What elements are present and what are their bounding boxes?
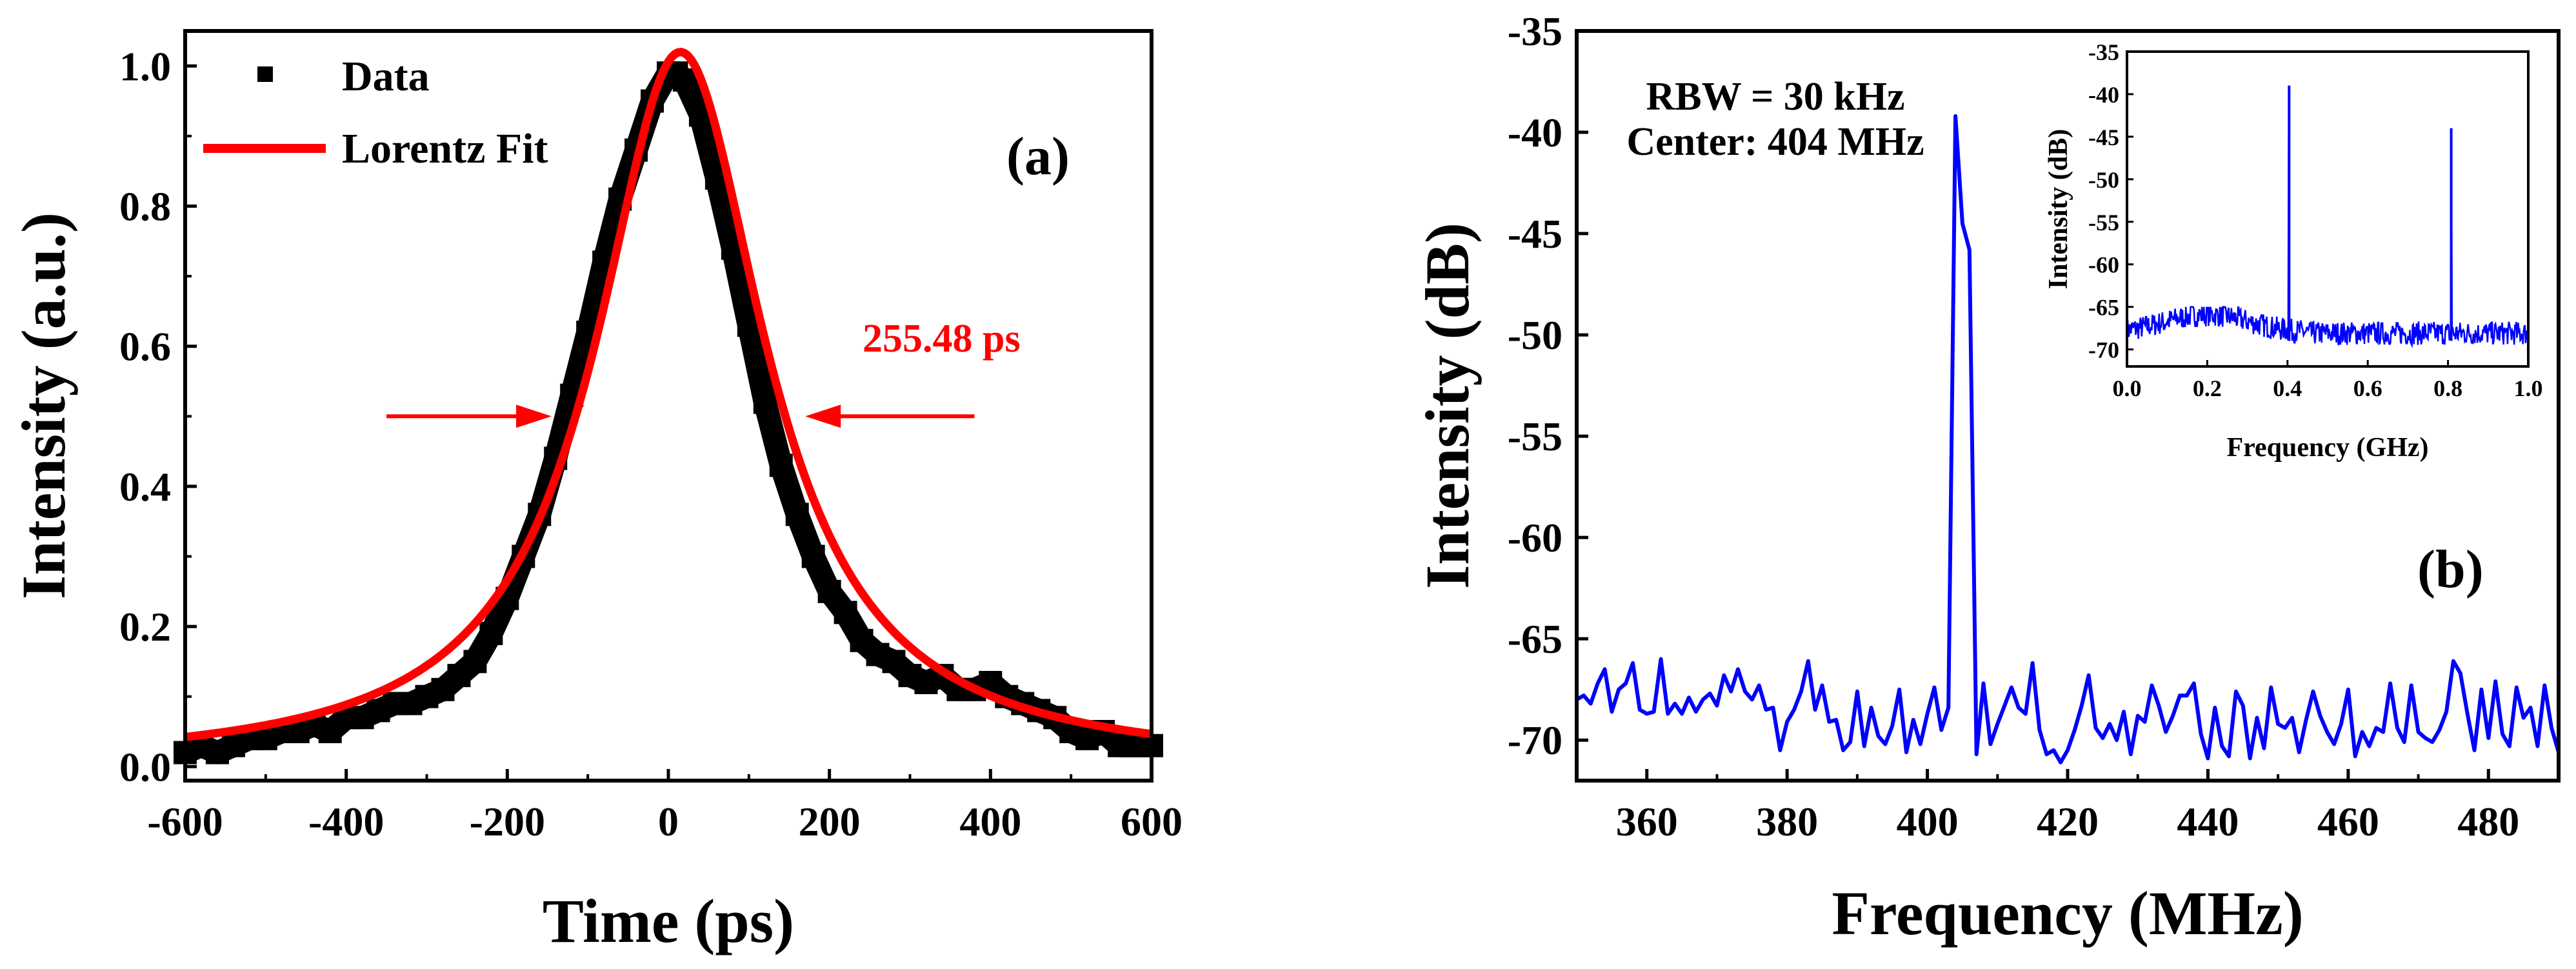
- inset-x-axis-title: Frequency (GHz): [2227, 433, 2429, 463]
- inset-x-tick-label: 0.6: [2353, 375, 2382, 401]
- data-point: [834, 601, 857, 624]
- inset-y-tick-label: -55: [2088, 210, 2119, 235]
- fwhm-annotation: 255.48 ps: [386, 317, 1021, 428]
- inset-y-axis-title: Intensity (dB): [2044, 129, 2073, 290]
- inset-plot-area: [2126, 85, 2530, 348]
- panel-b-x-axis-title: Frequency (MHz): [1832, 879, 2303, 948]
- panel-a-legend: Data Lorentz Fit: [203, 53, 548, 172]
- fwhm-label: 255.48 ps: [863, 317, 1021, 361]
- inset-y-tick-label: -35: [2088, 39, 2119, 65]
- inset-y-tick-label: -40: [2088, 82, 2119, 108]
- panel-a-x-axis-title: Time (ps): [543, 886, 794, 955]
- inset-spectrum-line: [2126, 85, 2530, 348]
- y-tick-label: -55: [1508, 414, 1563, 459]
- data-point: [801, 544, 825, 568]
- x-tick-label: 440: [2177, 799, 2239, 844]
- x-tick-label: 400: [959, 799, 1021, 844]
- legend-data-label: Data: [342, 53, 430, 100]
- panel-b-label: (b): [2417, 539, 2484, 599]
- inset-x-tick-label: 0.2: [2193, 375, 2222, 401]
- panel-a-y-axis-title: Intensity (a.u.): [9, 212, 78, 599]
- rbw-annotation: RBW = 30 kHz: [1646, 75, 1904, 119]
- inset-ticks: 0.0 0.2 0.4 0.6 0.8 1.0 -70 -65 -60 -55 -50 -45 -40 -…: [2088, 39, 2543, 401]
- y-tick-label: -60: [1508, 515, 1563, 561]
- y-tick-label: 0.8: [119, 183, 171, 229]
- x-tick-label: -600: [147, 799, 223, 844]
- fwhm-left-arrow-head: [515, 405, 552, 428]
- spectrum-line: [1575, 114, 2561, 764]
- legend-data-marker: [257, 66, 273, 82]
- x-tick-label: 380: [1756, 799, 1818, 844]
- x-tick-label: 400: [1897, 799, 1959, 844]
- inset-y-tick-label: -50: [2088, 167, 2119, 193]
- y-tick-label: 0.0: [119, 744, 171, 790]
- inset-y-tick-label: -65: [2088, 295, 2119, 321]
- data-point: [672, 68, 696, 92]
- x-tick-label: -400: [308, 799, 384, 844]
- x-tick-label: 0: [658, 799, 679, 844]
- center-annotation: Center: 404 MHz: [1626, 120, 1924, 164]
- inset-x-tick-label: 0.4: [2273, 375, 2302, 401]
- inset-y-tick-label: -70: [2088, 337, 2119, 363]
- inset-x-tick-label: 0.8: [2433, 375, 2462, 401]
- data-point: [817, 579, 841, 603]
- panel-a-ticks: -600 -400 -200 0 200 400 600 0.0 0.2 0.4 0.6 0.8 1.0: [119, 43, 1183, 844]
- lorentz-fit-line: [184, 48, 1153, 741]
- x-tick-label: 600: [1121, 799, 1183, 844]
- x-tick-label: 200: [799, 799, 861, 844]
- y-tick-label: -40: [1508, 110, 1563, 155]
- fwhm-right-arrow-head: [805, 405, 841, 428]
- inset-y-tick-label: -45: [2088, 125, 2119, 150]
- panel-b-plot-area: [1575, 114, 2561, 764]
- y-tick-label: -35: [1508, 8, 1563, 54]
- y-tick-label: -45: [1508, 211, 1563, 257]
- panel-a-plot-area: [174, 48, 1163, 764]
- panel-a-label: (a): [1006, 126, 1070, 186]
- y-tick-label: 1.0: [119, 43, 171, 89]
- inset-x-tick-label: 0.0: [2113, 375, 2142, 401]
- data-point: [463, 650, 487, 674]
- x-tick-label: 460: [2317, 799, 2379, 844]
- data-point: [753, 390, 777, 414]
- inset-chart: 0.0 0.2 0.4 0.6 0.8 1.0 -70 -65 -60 -55 -50 -45 -40 -…: [2044, 39, 2543, 463]
- x-tick-label: 420: [2037, 799, 2099, 844]
- y-tick-label: 0.4: [119, 464, 171, 510]
- panel-b-ticks: 360 380 400 420 440 460 480 -70 -65 -60 -55 -50 -45 -…: [1508, 8, 2520, 844]
- legend-fit-label: Lorentz Fit: [342, 125, 548, 172]
- inset-frame: [2126, 50, 2530, 368]
- inset-x-tick-label: 1.0: [2514, 375, 2543, 401]
- panel-b-y-axis-title: Intensity (dB): [1413, 223, 1482, 589]
- y-tick-label: -50: [1508, 312, 1563, 358]
- panel-a-pulse-chart: -600 -400 -200 0 200 400 600 0.0 0.2 0.4 0.6 0.8 1.0…: [9, 29, 1183, 955]
- inset-y-tick-label: -60: [2088, 252, 2119, 278]
- panel-b-spectrum-chart: 360 380 400 420 440 460 480 -70 -65 -60 -55 -50 -45 -…: [1413, 8, 2561, 948]
- y-tick-label: -65: [1508, 616, 1563, 662]
- x-tick-label: 480: [2457, 799, 2519, 844]
- y-tick-label: 0.6: [119, 324, 171, 370]
- x-tick-label: 360: [1616, 799, 1678, 844]
- y-tick-label: 0.2: [119, 604, 171, 650]
- data-point: [769, 454, 793, 477]
- data-point: [785, 503, 809, 526]
- data-point: [479, 621, 503, 645]
- x-tick-label: -200: [470, 799, 545, 844]
- y-tick-label: -70: [1508, 717, 1563, 763]
